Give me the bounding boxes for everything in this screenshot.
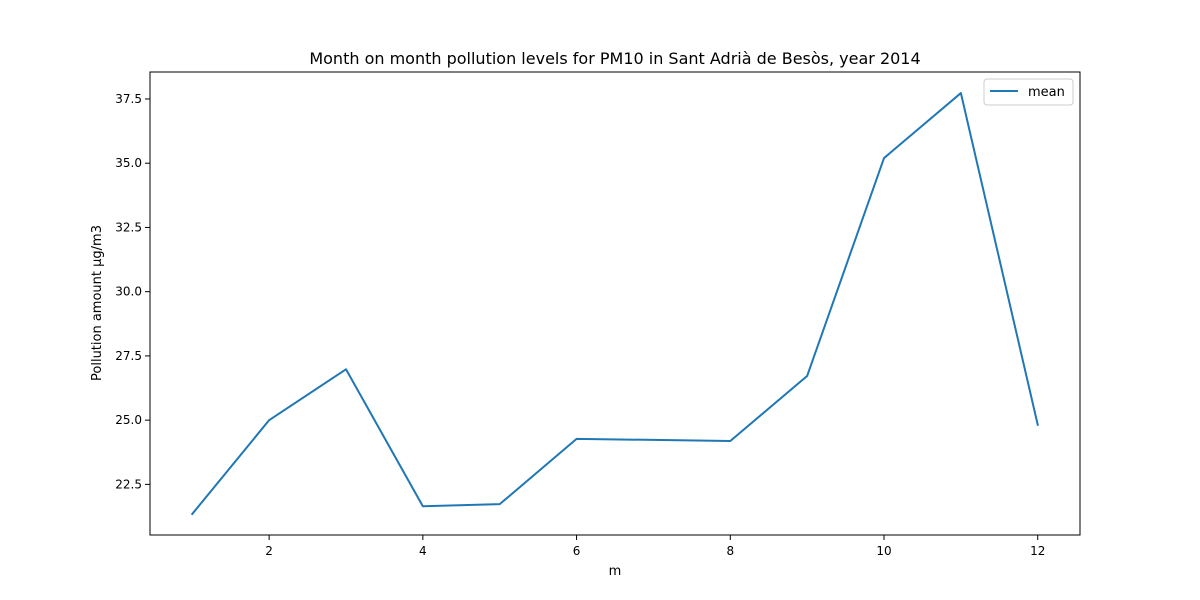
x-tick-label: 2 <box>265 544 273 558</box>
legend-label-mean: mean <box>1028 85 1065 100</box>
x-tick-label: 4 <box>419 544 427 558</box>
y-tick-label: 37.5 <box>115 92 142 106</box>
y-axis-ticks: 22.5 25.0 27.5 30.0 32.5 35.0 37.5 <box>115 92 150 491</box>
x-tick-label: 8 <box>726 544 734 558</box>
y-tick-label: 35.0 <box>115 156 142 170</box>
plot-frame <box>149 71 1081 536</box>
y-axis-label: Pollution amount µg/m3 <box>90 225 105 381</box>
x-tick-label: 10 <box>876 544 891 558</box>
series-group <box>190 92 1039 516</box>
legend-box <box>983 78 1074 106</box>
y-tick-label: 22.5 <box>115 477 142 491</box>
x-axis-label: m <box>609 564 622 579</box>
x-tick-label: 6 <box>573 544 581 558</box>
y-tick-label: 25.0 <box>115 413 142 427</box>
series-line-mean <box>190 92 1039 516</box>
y-tick-label: 32.5 <box>115 220 142 234</box>
chart-title: Month on month pollution levels for PM10… <box>309 49 920 68</box>
legend: mean <box>983 78 1074 106</box>
y-tick-label: 27.5 <box>115 349 142 363</box>
y-tick-label: 30.0 <box>115 285 142 299</box>
x-tick-label: 12 <box>1030 544 1045 558</box>
x-axis-ticks: 2 4 6 8 10 12 <box>265 535 1045 558</box>
